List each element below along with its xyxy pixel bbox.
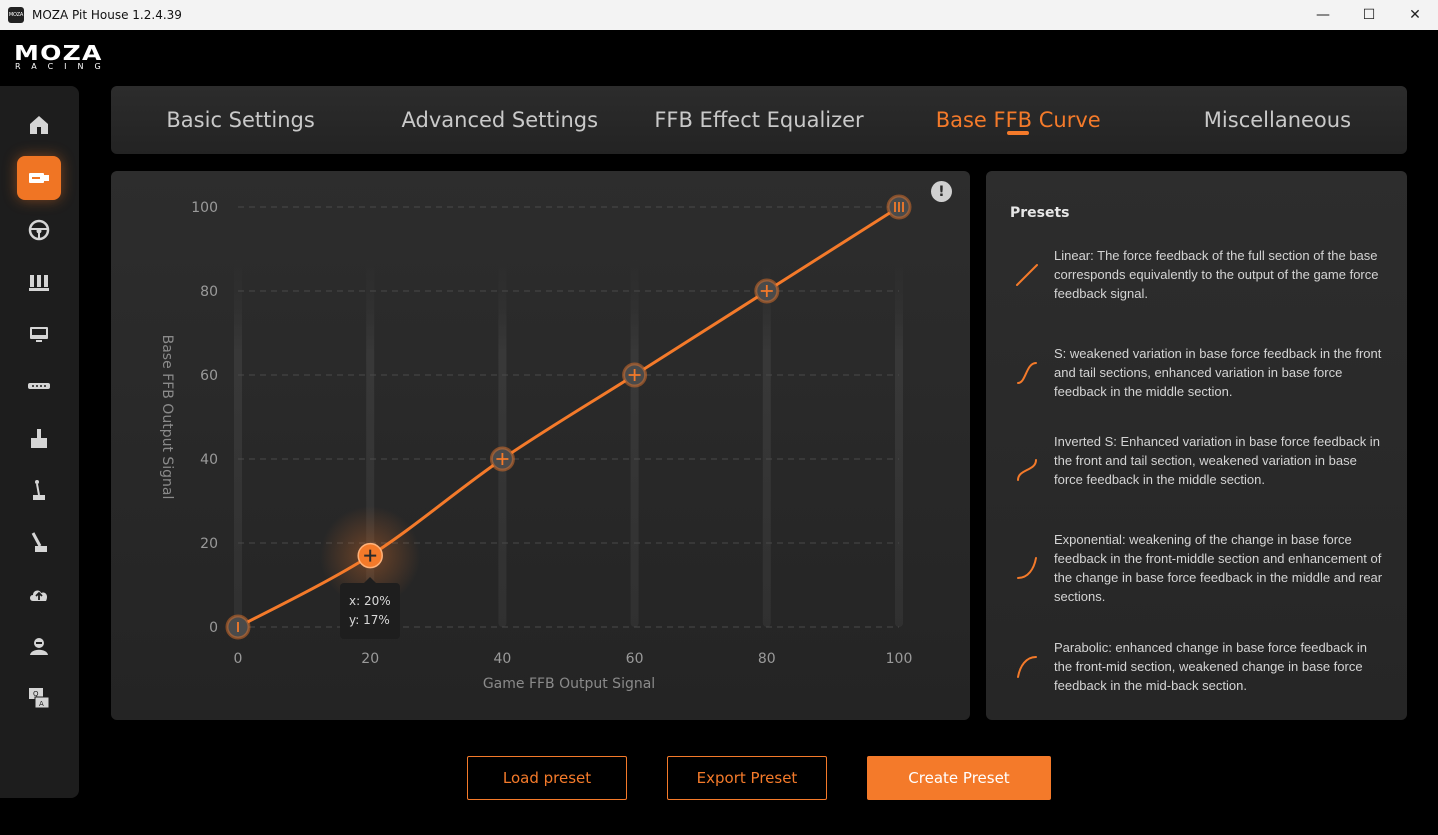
dashboard-icon — [30, 327, 48, 342]
presets-title: Presets — [1010, 205, 1070, 221]
preset-exponential-text: Exponential: weakening of the change in … — [1054, 532, 1383, 604]
x-tick-label: 0 — [234, 651, 243, 667]
y-tick-label: 80 — [200, 284, 218, 300]
s-curve-icon — [1017, 361, 1037, 384]
steering-wheel-icon — [28, 219, 50, 241]
load-preset-button[interactable]: Load preset — [467, 756, 627, 800]
cloud-upload-icon — [30, 590, 48, 601]
export-preset-button[interactable]: Export Preset — [667, 756, 827, 800]
info-icon[interactable]: ! — [931, 181, 952, 202]
tab-base-ffb-curve[interactable]: Base FFB Curve — [889, 86, 1148, 154]
y-tick-label: 20 — [200, 536, 218, 552]
preset-s-curve-text: S: weakened variation in base force feed… — [1054, 346, 1382, 399]
slider-track — [895, 237, 903, 627]
wheelbase-icon — [29, 173, 49, 183]
preset-s-curve[interactable]: S: weakened variation in base force feed… — [1014, 344, 1384, 401]
close-button[interactable]: ✕ — [1409, 7, 1421, 23]
sidebar-item-steering-wheel[interactable] — [17, 208, 61, 252]
y-tick-label: 0 — [209, 620, 218, 636]
slider-track — [762, 237, 771, 627]
x-tick-label: 20 — [361, 651, 379, 667]
shifter-icon — [33, 480, 45, 500]
joystick-icon — [31, 429, 47, 448]
y-tick-label: 100 — [191, 200, 218, 216]
parabolic-curve-icon — [1017, 655, 1037, 678]
preset-inverted-s-curve[interactable]: Inverted S: Enhanced variation in base f… — [1014, 432, 1384, 508]
preset-linear-text: Linear: The force feedback of the full s… — [1054, 248, 1379, 301]
pedals-icon — [29, 275, 49, 291]
minimize-button[interactable]: — — [1316, 7, 1330, 23]
moza-racing-logo: MOZA RACING — [14, 43, 134, 72]
x-axis-label: Game FFB Output Signal — [483, 676, 655, 692]
sidebar-item-user[interactable] — [17, 624, 61, 668]
preset-parabolic[interactable]: Parabolic: enhanced change in base force… — [1014, 638, 1384, 695]
logo-main-text: MOZA — [14, 41, 103, 65]
tab-miscellaneous[interactable]: Miscellaneous — [1203, 108, 1352, 132]
logo-sub-text: RACING — [15, 62, 112, 71]
point-plus-icon — [628, 369, 641, 381]
window-title: MOZA Pit House 1.2.4.39 — [32, 8, 182, 22]
inverted-s-curve-icon — [1017, 459, 1037, 481]
point-plus-icon — [760, 285, 773, 297]
sidebar-item-shifter[interactable] — [17, 468, 61, 512]
y-axis-label: Base FFB Output Signal — [159, 335, 175, 500]
presets-panel: Presets Linear: The force feedback of th… — [986, 171, 1407, 720]
sidebar-item-home[interactable] — [17, 103, 61, 147]
svg-text:Q: Q — [33, 690, 39, 698]
tab-advanced-settings[interactable]: Advanced Settings — [401, 108, 599, 132]
led-bar-icon — [28, 383, 50, 389]
sidebar-item-led-bar[interactable] — [17, 364, 61, 408]
sidebar-item-handbrake[interactable] — [17, 520, 61, 564]
x-tick-label: 80 — [758, 651, 776, 667]
x-tick-label: 60 — [626, 651, 644, 667]
tab-basic-settings[interactable]: Basic Settings — [166, 108, 315, 132]
x-tick-label: 100 — [886, 651, 913, 667]
tab-ffb-effect-equalizer[interactable]: FFB Effect Equalizer — [654, 108, 864, 132]
tooltip-y-value: y: 17% — [349, 613, 390, 627]
qa-icon: QA — [29, 688, 50, 709]
slider-track — [498, 237, 507, 627]
slider-track — [234, 237, 242, 627]
preset-inverted-s-curve-text: Inverted S: Enhanced variation in base f… — [1054, 434, 1380, 487]
window-controls: — ☐ ✕ — [1300, 0, 1438, 30]
settings-tabs: Basic Settings Advanced Settings FFB Eff… — [111, 86, 1407, 154]
ffb-curve-chart-panel: 0 20 40 60 80 100 0 20 40 60 80 100 Base FFB Outpu… — [111, 171, 970, 720]
exponential-curve-icon — [1017, 557, 1037, 579]
svg-text:A: A — [39, 700, 44, 708]
create-preset-button[interactable]: Create Preset — [867, 756, 1051, 800]
title-bar: MOZA MOZA Pit House 1.2.4.39 — ☐ ✕ — [0, 0, 1438, 30]
ffb-curve-chart[interactable]: 0 20 40 60 80 100 0 20 40 60 80 100 Base FFB Outpu… — [111, 171, 970, 720]
app-icon: MOZA — [8, 7, 24, 23]
drag-handle-icon — [894, 202, 904, 212]
sidebar-item-pedals[interactable] — [17, 260, 61, 304]
user-icon — [30, 638, 48, 655]
point-tooltip: x: 20% y: 17% — [340, 577, 400, 639]
preset-exponential[interactable]: Exponential: weakening of the change in … — [1014, 530, 1384, 606]
preset-linear[interactable]: Linear: The force feedback of the full s… — [1014, 246, 1384, 303]
point-plus-icon — [496, 453, 509, 465]
tooltip-x-value: x: 20% — [349, 594, 391, 608]
y-tick-label: 60 — [200, 368, 218, 384]
slider-track — [630, 237, 639, 627]
y-tick-label: 40 — [200, 452, 218, 468]
sidebar-item-dashboard[interactable] — [17, 312, 61, 356]
sidebar-item-joystick[interactable] — [17, 416, 61, 460]
x-tick-label: 40 — [493, 651, 511, 667]
handbrake-icon — [31, 532, 47, 552]
point-plus-icon — [364, 549, 377, 562]
sidebar-item-wheelbase[interactable] — [17, 156, 61, 200]
home-icon — [30, 116, 48, 134]
sidebar-item-cloud[interactable] — [17, 572, 61, 616]
linear-curve-icon — [1016, 263, 1038, 286]
maximize-button[interactable]: ☐ — [1362, 7, 1376, 23]
preset-parabolic-text: Parabolic: enhanced change in base force… — [1054, 640, 1367, 693]
